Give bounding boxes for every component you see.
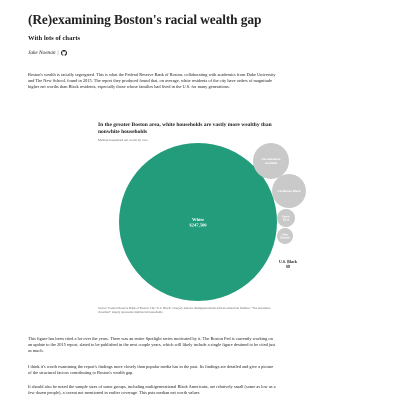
bubble-label-other-hispanic: Other Hispanic — [280, 233, 291, 239]
bubble-caribbean-black — [272, 174, 306, 208]
chart-title: In the greater Boston area, white househ… — [98, 122, 272, 135]
author-link[interactable]: Jake Noenan — [28, 50, 56, 56]
body-paragraph: It should also be noted the sample sizes… — [28, 384, 276, 396]
byline: Jake Noenan | — [28, 50, 67, 56]
page-title: (Re)examining Boston's racial wealth gap — [28, 12, 262, 27]
chart-source-note: Source: Federal Reserve Bank of Boston. … — [98, 306, 271, 315]
bubble-label-puerto-rican: Puerto Rican — [282, 215, 290, 221]
bubble-other-hispanic — [277, 228, 293, 244]
bubble-label-u-s-black: U.S. Black $8 — [279, 259, 298, 269]
byline-separator: | — [57, 50, 59, 56]
body-paragraph: This figure has been cited a lot over th… — [28, 336, 276, 354]
bubble-label-not-elsewhere-classified: Not elsewhere classified — [262, 157, 282, 165]
body-paragraph: I think it's worth examining the report'… — [28, 364, 274, 376]
bubble-u-s-black — [287, 263, 289, 265]
page-subtitle: With lots of charts — [28, 35, 81, 42]
github-icon[interactable] — [60, 50, 67, 56]
bubble-puerto-rican — [277, 209, 295, 227]
bubble-label-white: White $247,500 — [189, 217, 207, 228]
bubble-white — [119, 143, 277, 301]
chart-subtitle: Median household net worth by race — [98, 138, 148, 142]
intro-paragraph: Boston's wealth is racially segregated. … — [28, 72, 276, 90]
bubble-label-caribbean-black: Caribbean Black — [277, 189, 300, 193]
bubble-not-elsewhere-classified — [253, 143, 289, 179]
